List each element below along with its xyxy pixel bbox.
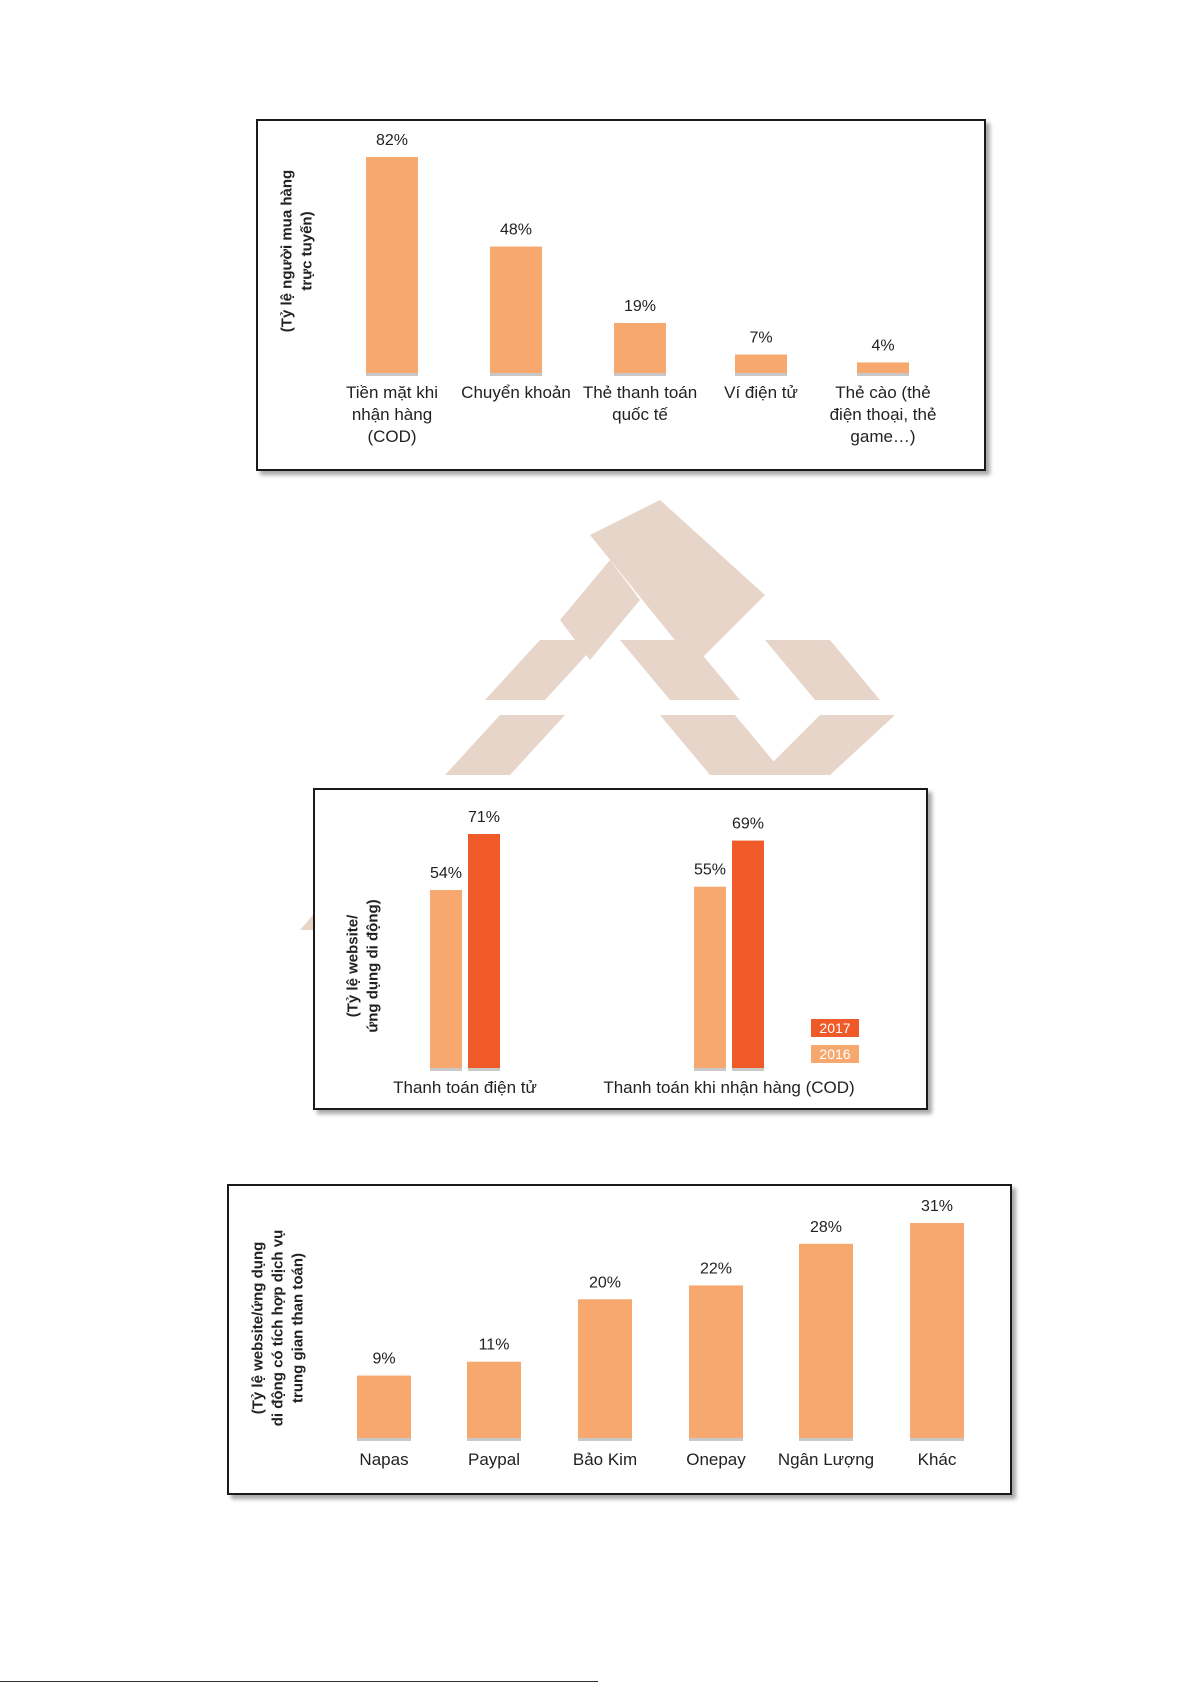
data-label: 11% <box>479 1337 510 1354</box>
x-tick-label: Thẻ thanh toán <box>583 383 697 402</box>
bar-baseline <box>799 1438 853 1441</box>
chart-1-svg: (Tỷ lệ người mua hàng trực tuyến) 82% Tiền … <box>278 132 937 446</box>
x-tick-label: Ví điện tử <box>724 383 798 402</box>
bar-baseline <box>732 1068 764 1071</box>
watermark-shape <box>560 560 640 660</box>
bar-baseline <box>614 373 666 376</box>
x-tick-label: Tiền mặt khi <box>346 383 438 402</box>
bar <box>735 354 787 373</box>
bar-baseline <box>910 1438 964 1441</box>
data-label: 4% <box>871 337 894 354</box>
data-label: 19% <box>624 298 656 315</box>
bar-baseline <box>467 1438 521 1441</box>
y-axis-label-line: (Tỷ lệ website/ <box>344 914 361 1017</box>
bar-baseline <box>857 373 909 376</box>
y-axis-label-line: trung gian than toán) <box>289 1253 306 1403</box>
x-tick-label: quốc tế <box>612 405 668 424</box>
x-tick-label: Khác <box>918 1450 957 1469</box>
watermark-shape <box>445 715 565 775</box>
y-axis-label: (Tỷ lệ người mua hàng trực tuyến) <box>278 170 315 332</box>
y-axis-label: (Tỷ lệ website/ứng dụng di động có tích h… <box>249 1230 306 1427</box>
watermark-shape <box>590 500 765 665</box>
chart-3-svg: (Tỷ lệ website/ứng dụng di động có tích h… <box>249 1198 964 1469</box>
bar-baseline <box>366 373 418 376</box>
bar <box>910 1223 964 1438</box>
bar <box>578 1299 632 1438</box>
watermark-shape <box>760 715 895 775</box>
data-label: 71% <box>468 809 500 826</box>
chart-payment-intermediaries: (Tỷ lệ website/ứng dụng di động có tích h… <box>227 1184 1012 1495</box>
data-label: 7% <box>749 330 772 347</box>
bar-2017 <box>468 834 500 1068</box>
bar-baseline <box>468 1068 500 1071</box>
y-axis-label-line: (Tỷ lệ website/ứng dụng <box>249 1242 266 1415</box>
data-label: 82% <box>376 132 408 149</box>
data-label: 54% <box>430 865 462 882</box>
x-tick-label: Chuyển khoản <box>461 383 571 402</box>
bar <box>490 246 542 373</box>
legend-label-2016: 2016 <box>819 1046 850 1062</box>
x-tick-label: nhận hàng <box>352 405 432 424</box>
y-axis-label-line: ứng dụng di động) <box>364 899 381 1032</box>
x-tick-label: Bảo Kim <box>573 1450 637 1469</box>
bar <box>614 322 666 373</box>
x-tick-label: Ngân Lượng <box>778 1450 874 1469</box>
bar-baseline <box>357 1438 411 1441</box>
bar <box>366 157 418 373</box>
bar-baseline <box>694 1068 726 1071</box>
y-axis-label-line: di động có tích hợp dịch vụ <box>269 1230 286 1427</box>
x-tick-label: điện thoại, thẻ <box>830 405 937 424</box>
data-label: 31% <box>921 1198 953 1215</box>
x-tick-label: Thanh toán điện tử <box>393 1078 537 1097</box>
bar-baseline <box>735 373 787 376</box>
bar <box>689 1285 743 1438</box>
y-axis-label: (Tỷ lệ website/ứng dụng di động) <box>344 899 381 1032</box>
data-label: 20% <box>589 1274 621 1291</box>
bar <box>357 1375 411 1438</box>
chart-payment-methods-buyers: (Tỷ lệ người mua hàng trực tuyến) 82% Tiền … <box>256 119 986 471</box>
legend-swatch-2016 <box>811 1045 859 1063</box>
chart-2-svg: (Tỷ lệ website/ứng dụng di động) 54% 71% Th… <box>344 809 859 1097</box>
x-tick-label: game…) <box>850 427 915 446</box>
footnote-rule <box>0 1681 598 1682</box>
watermark-shape <box>660 715 785 775</box>
data-label: 28% <box>810 1219 842 1236</box>
x-tick-label: Paypal <box>468 1450 520 1469</box>
bar <box>857 362 909 373</box>
legend-label-2017: 2017 <box>819 1020 850 1036</box>
y-axis-label-line: trực tuyến) <box>298 211 315 290</box>
chart-payment-websites-2016-2017: (Tỷ lệ website/ứng dụng di động) 54% 71% Th… <box>313 788 928 1110</box>
bar-baseline <box>689 1438 743 1441</box>
x-tick-label: Onepay <box>686 1450 746 1469</box>
x-tick-label: Thanh toán khi nhận hàng (COD) <box>603 1078 854 1097</box>
watermark-shape <box>620 640 740 700</box>
x-tick-label: Thẻ cào (thẻ <box>835 383 930 402</box>
bar-baseline <box>490 373 542 376</box>
data-label: 9% <box>372 1351 395 1368</box>
x-tick-label: Napas <box>359 1450 408 1469</box>
bar-baseline <box>578 1438 632 1441</box>
data-label: 48% <box>500 222 532 239</box>
bar-baseline <box>430 1068 462 1071</box>
bar <box>799 1243 853 1438</box>
legend-swatch-2017 <box>811 1019 859 1037</box>
data-label: 22% <box>700 1260 732 1277</box>
x-tick-label: (COD) <box>367 427 416 446</box>
watermark-shape <box>765 640 880 700</box>
bar-2016 <box>430 890 462 1068</box>
data-label: 55% <box>694 862 726 879</box>
bar-2016 <box>694 886 726 1068</box>
watermark-shape <box>485 640 600 700</box>
y-axis-label-line: (Tỷ lệ người mua hàng <box>278 170 295 332</box>
bar <box>467 1361 521 1438</box>
bar-2017 <box>732 840 764 1068</box>
data-label: 69% <box>732 816 764 833</box>
